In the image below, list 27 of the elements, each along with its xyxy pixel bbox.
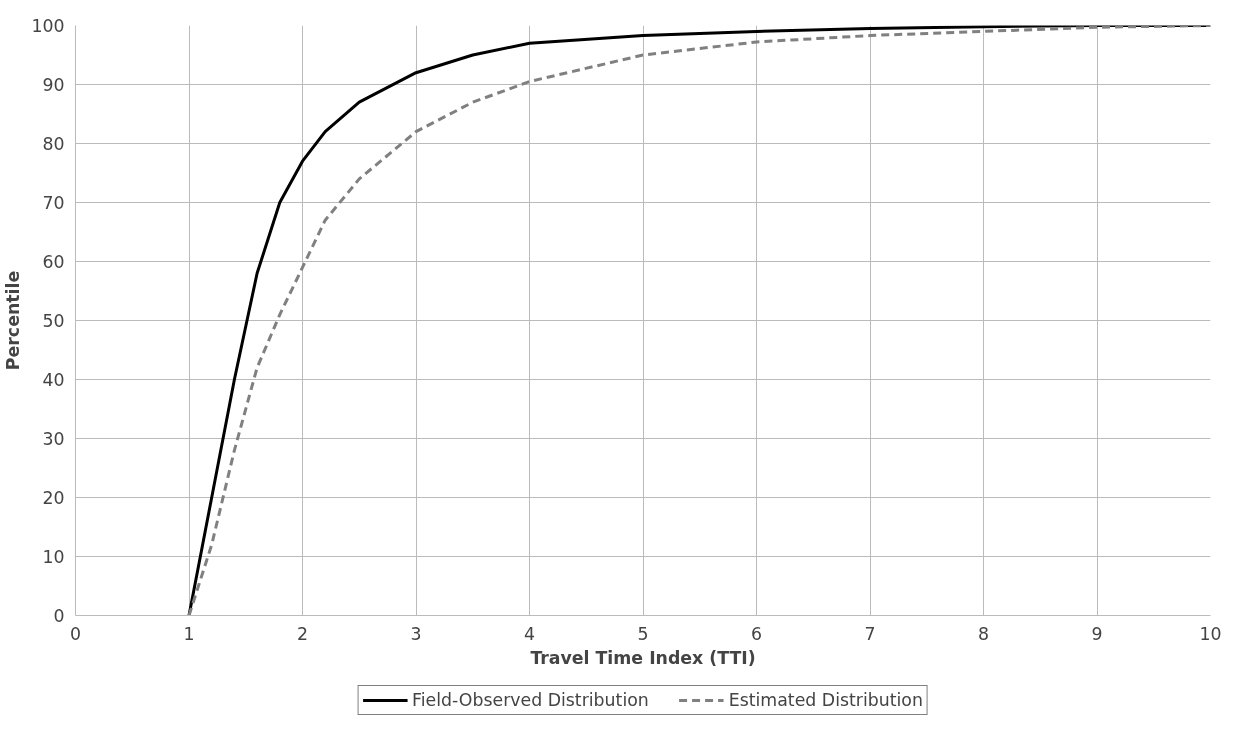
x-tick-label: 9 <box>1091 623 1103 644</box>
x-tick-label: 1 <box>183 623 195 644</box>
x-tick-label: 3 <box>410 623 422 644</box>
y-tick-label: 10 <box>42 547 65 567</box>
y-tick-label: 100 <box>31 16 65 36</box>
x-tick-label: 4 <box>523 623 536 644</box>
x-tick-label: 0 <box>69 623 82 644</box>
line-series <box>187 25 1211 616</box>
y-tick-label: 20 <box>42 488 65 508</box>
legend-label: Field-Observed Distribution <box>412 690 649 710</box>
y-tick-label: 70 <box>42 193 65 213</box>
y-tick-label: 90 <box>42 75 65 95</box>
y-tick-label: 80 <box>42 134 65 154</box>
x-tick-label: 2 <box>296 623 309 644</box>
x-tick-label: 5 <box>637 623 649 644</box>
x-tick-label: 8 <box>977 623 990 644</box>
legend-label: Estimated Distribution <box>728 690 923 710</box>
x-axis-title: Travel Time Index (TTI) <box>530 647 756 668</box>
y-tick-label: 0 <box>53 606 65 626</box>
y-axis-title: Percentile <box>3 270 24 371</box>
y-tick-label: 60 <box>42 252 65 272</box>
y-tick-label: 30 <box>42 429 65 449</box>
y-tick-label: 40 <box>42 370 65 390</box>
y-tick-label: 50 <box>42 311 65 331</box>
x-tick-label: 7 <box>864 623 876 644</box>
x-tick-label: 6 <box>750 623 763 644</box>
x-tick-label: 10 <box>1199 623 1222 644</box>
